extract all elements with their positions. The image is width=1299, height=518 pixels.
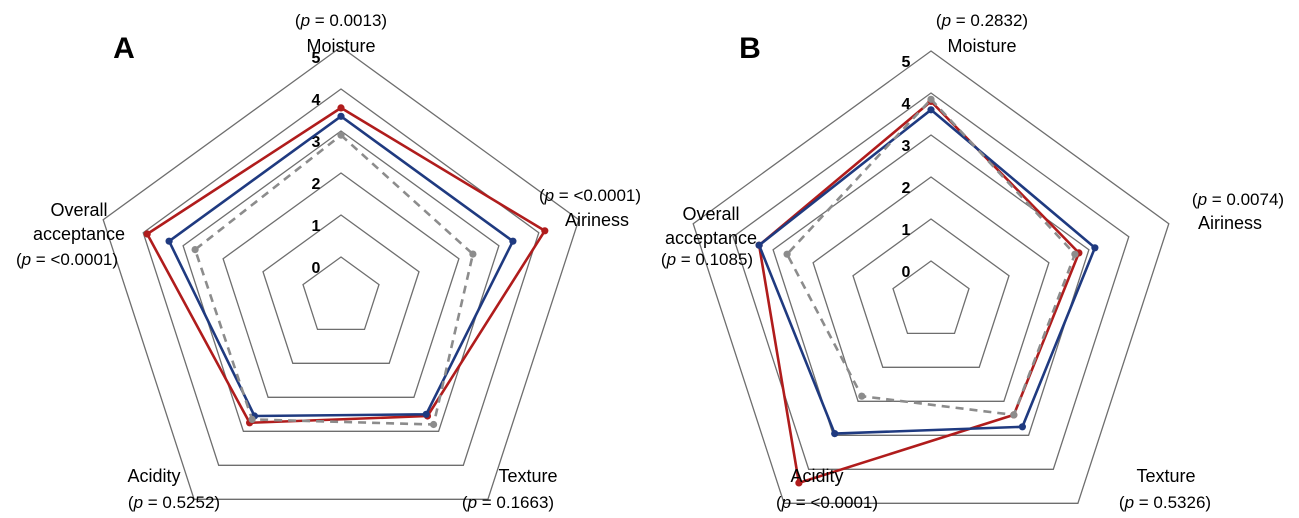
axis-label: acceptance bbox=[33, 224, 125, 244]
panel-label: A bbox=[113, 32, 135, 65]
p-value-label: (p = 0.1085) bbox=[661, 250, 753, 269]
series-point bbox=[337, 112, 345, 120]
grid-ring bbox=[142, 88, 540, 466]
grid-ring bbox=[772, 134, 1090, 436]
tick-label: 3 bbox=[902, 138, 911, 155]
tick-label: 5 bbox=[312, 50, 321, 67]
series-point bbox=[1071, 250, 1079, 258]
tick-label: 4 bbox=[902, 96, 911, 113]
tick-label: 1 bbox=[312, 218, 321, 235]
series-point bbox=[469, 250, 477, 258]
panel-label: B bbox=[739, 32, 761, 65]
axis-label: acceptance bbox=[665, 228, 757, 248]
p-value-label: (p = <0.0001) bbox=[539, 186, 641, 205]
series-point bbox=[509, 237, 517, 245]
p-value-label: (p = <0.0001) bbox=[776, 493, 878, 512]
axis-label: Overall bbox=[682, 204, 739, 224]
grid-ring bbox=[262, 214, 420, 364]
series-point bbox=[165, 237, 173, 245]
grid-ring bbox=[102, 46, 580, 500]
series-line bbox=[145, 106, 547, 425]
radar-panel-b: 0 1 2 3 4 5 B Moisture (p = 0.2832) Airiness (p = … bbox=[661, 11, 1284, 512]
series-line bbox=[167, 115, 515, 418]
axis-label: Moisture bbox=[306, 36, 375, 56]
series-line bbox=[757, 100, 1081, 485]
p-value-label: (p = 0.5326) bbox=[1119, 493, 1211, 512]
series-point bbox=[795, 479, 803, 487]
series-point bbox=[1010, 411, 1018, 419]
series-point bbox=[430, 420, 438, 429]
series-point bbox=[337, 131, 345, 139]
series-point bbox=[1018, 423, 1026, 431]
grid-ring bbox=[692, 50, 1170, 504]
tick-label: 2 bbox=[312, 176, 321, 193]
grid-ring bbox=[182, 130, 500, 432]
p-value-label: (p = 0.5252) bbox=[128, 493, 220, 512]
axis-label: Airiness bbox=[1198, 213, 1262, 233]
grid-ring bbox=[892, 260, 970, 335]
tick-label: 0 bbox=[902, 264, 911, 281]
series-point bbox=[783, 250, 791, 258]
series-point bbox=[422, 410, 430, 418]
grid-ring bbox=[302, 256, 380, 331]
tick-label: 1 bbox=[902, 222, 911, 239]
series-point bbox=[541, 227, 549, 235]
series-line bbox=[757, 108, 1097, 435]
tick-label: 4 bbox=[312, 92, 321, 109]
series-point bbox=[755, 241, 763, 249]
series-point bbox=[927, 95, 935, 103]
series-line bbox=[193, 133, 475, 426]
p-value-label: (p = 0.0013) bbox=[295, 11, 387, 30]
axis-label: Acidity bbox=[790, 466, 843, 486]
tick-label: 3 bbox=[312, 134, 321, 151]
p-value-label: (p = 0.1663) bbox=[462, 493, 554, 512]
axis-label: Airiness bbox=[565, 210, 629, 230]
series-point bbox=[143, 230, 151, 238]
p-value-label: (p = <0.0001) bbox=[16, 250, 118, 269]
axis-label: Moisture bbox=[947, 36, 1016, 56]
grid-ring bbox=[852, 218, 1010, 368]
grid-ring bbox=[732, 92, 1130, 470]
tick-label: 5 bbox=[902, 54, 911, 71]
series-point bbox=[927, 106, 935, 114]
tick-label: 2 bbox=[902, 180, 911, 197]
grid-ring bbox=[222, 172, 460, 398]
series-point bbox=[831, 430, 839, 438]
p-value-label: (p = 0.0074) bbox=[1192, 190, 1284, 209]
radar-panel-a: 0 1 2 3 4 5 A Moisture (p = 0.0013) Airiness (p = … bbox=[16, 11, 641, 512]
series-point bbox=[248, 415, 256, 423]
series-point bbox=[1091, 244, 1099, 252]
axis-label: Texture bbox=[498, 466, 557, 486]
series-point bbox=[191, 246, 199, 254]
axis-label: Texture bbox=[1136, 466, 1195, 486]
axis-label: Overall bbox=[50, 200, 107, 220]
tick-label: 0 bbox=[312, 260, 321, 277]
grid-ring bbox=[812, 176, 1050, 402]
p-value-label: (p = 0.2832) bbox=[936, 11, 1028, 30]
series-line bbox=[785, 98, 1077, 417]
series-point bbox=[858, 392, 866, 400]
axis-label: Acidity bbox=[127, 466, 180, 486]
series-point bbox=[337, 104, 345, 112]
